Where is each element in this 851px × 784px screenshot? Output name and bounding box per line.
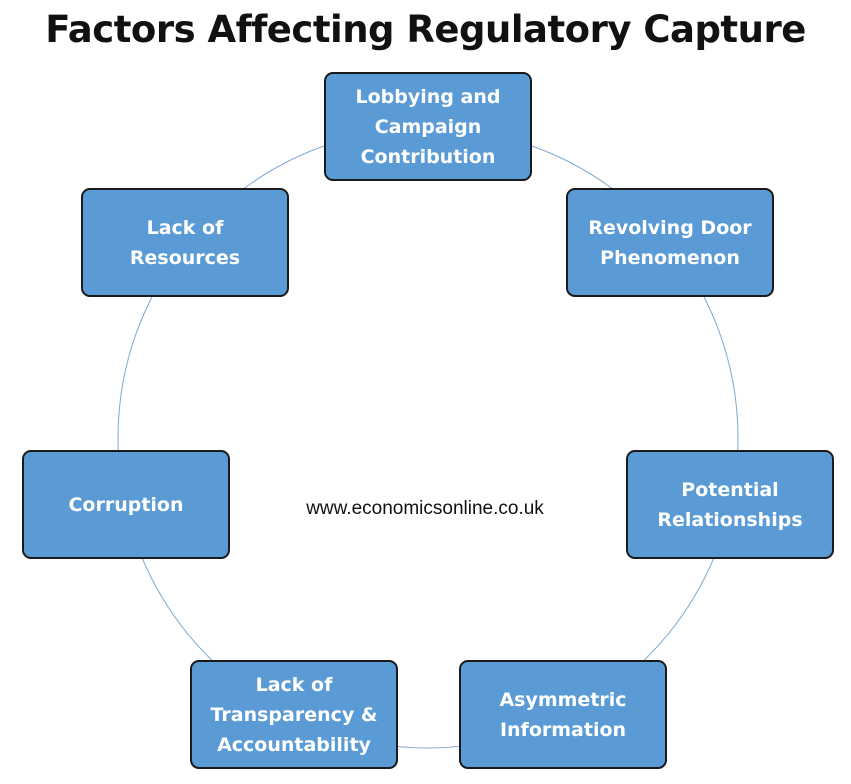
factor-label: Corruption: [68, 493, 184, 516]
factor-corruption: Corruption: [22, 450, 230, 559]
factor-lobbying-and-campaign-contribution: Lobbying and Campaign Contribution: [324, 72, 532, 181]
factor-lack-of-transparency-and-accountability: Lack of Transparency & Accountability: [190, 660, 398, 769]
factor-label: Lack of Transparency & Accountability: [210, 673, 378, 756]
factor-potential-relationships: Potential Relationships: [626, 450, 834, 559]
factor-label: Lobbying and Campaign Contribution: [355, 85, 501, 168]
factor-revolving-door-phenomenon: Revolving Door Phenomenon: [566, 188, 774, 297]
factor-label: Revolving Door Phenomenon: [588, 216, 752, 269]
factor-lack-of-resources: Lack of Resources: [81, 188, 289, 297]
diagram-title: Factors Affecting Regulatory Capture: [45, 8, 806, 51]
factor-label: Asymmetric Information: [499, 688, 627, 741]
factor-label: Potential Relationships: [657, 478, 803, 531]
factor-asymmetric-information: Asymmetric Information: [459, 660, 667, 769]
factor-label: Lack of Resources: [129, 216, 241, 269]
website-url-text: www.economicsonline.co.uk: [306, 498, 544, 519]
